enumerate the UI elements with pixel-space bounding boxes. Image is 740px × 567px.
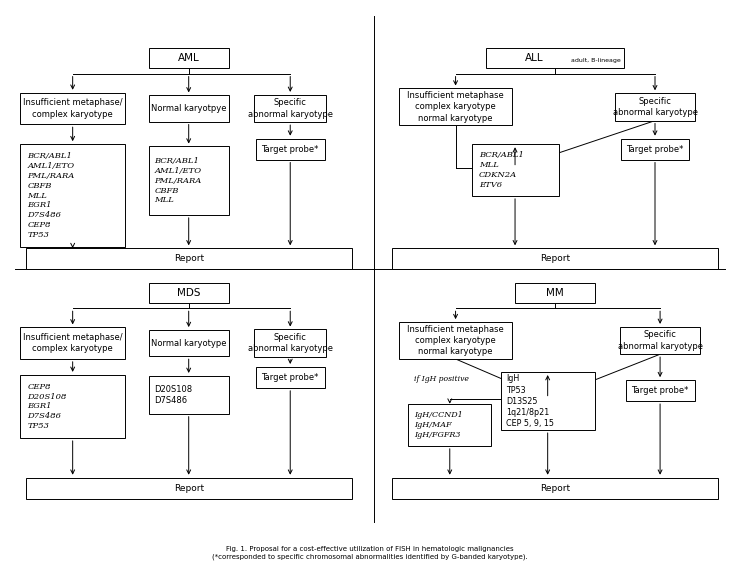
Bar xyxy=(625,380,695,401)
Bar xyxy=(256,367,325,388)
Text: BCR/ABL1
MLL
CDKN2A
ETV6: BCR/ABL1 MLL CDKN2A ETV6 xyxy=(479,151,524,189)
Text: adult, B-lineage: adult, B-lineage xyxy=(571,58,621,63)
Bar xyxy=(149,376,229,414)
Text: Report: Report xyxy=(540,254,570,263)
Bar xyxy=(615,93,695,121)
Text: Specific
abnormal karyotype: Specific abnormal karyotype xyxy=(618,331,702,350)
Text: Target probe*: Target probe* xyxy=(261,373,319,382)
Bar xyxy=(515,283,595,303)
Text: MDS: MDS xyxy=(177,288,201,298)
Text: Normal karyotype: Normal karyotype xyxy=(151,338,226,348)
Text: MM: MM xyxy=(546,288,564,298)
Bar xyxy=(471,145,559,196)
Text: Target probe*: Target probe* xyxy=(631,386,689,395)
Text: Specific
abnormal karyotype: Specific abnormal karyotype xyxy=(248,99,333,119)
Text: Insufficient metaphase
complex karyotype
normal karyotype: Insufficient metaphase complex karyotype… xyxy=(407,91,504,122)
Bar xyxy=(20,327,125,359)
Bar xyxy=(149,48,229,69)
Bar xyxy=(256,138,325,160)
Text: BCR/ABL1
AML1/ETO
PML/RARA
CBFB
MLL
EGR1
D7S486
CEP8
TP53: BCR/ABL1 AML1/ETO PML/RARA CBFB MLL EGR1… xyxy=(27,153,75,239)
Text: BCR/ABL1
AML1/ETO
PML/RARA
CBFB
MLL: BCR/ABL1 AML1/ETO PML/RARA CBFB MLL xyxy=(155,157,202,204)
Bar xyxy=(20,144,125,247)
Text: IgH
TP53
D13S25
1q21/8p21
CEP 5, 9, 15: IgH TP53 D13S25 1q21/8p21 CEP 5, 9, 15 xyxy=(506,374,554,428)
Text: Target probe*: Target probe* xyxy=(261,145,319,154)
Text: Target probe*: Target probe* xyxy=(626,145,684,154)
Text: Specific
abnormal karyotype: Specific abnormal karyotype xyxy=(613,97,698,117)
Bar xyxy=(20,92,125,124)
Text: Report: Report xyxy=(174,484,204,493)
Text: Normal karyotpye: Normal karyotpye xyxy=(151,104,226,113)
Bar xyxy=(408,404,491,446)
Bar xyxy=(149,146,229,215)
Text: Insufficient metaphase/
complex karyotype: Insufficient metaphase/ complex karyotyp… xyxy=(23,99,123,119)
Text: Insufficient metaphase
complex karyotype
normal karyotype: Insufficient metaphase complex karyotype… xyxy=(407,325,504,356)
Bar xyxy=(391,477,718,499)
Bar xyxy=(25,248,352,269)
Bar xyxy=(149,330,229,356)
Bar xyxy=(400,322,512,359)
Bar xyxy=(149,95,229,122)
Text: if IgH positive: if IgH positive xyxy=(414,375,469,383)
Bar xyxy=(621,138,690,160)
Text: D20S108
D7S486: D20S108 D7S486 xyxy=(155,385,192,405)
Bar xyxy=(391,248,718,269)
Bar xyxy=(254,95,326,122)
Text: CEP8
D20S108
EGR1
D7S486
TP53: CEP8 D20S108 EGR1 D7S486 TP53 xyxy=(27,383,67,430)
Text: Report: Report xyxy=(174,254,204,263)
Bar xyxy=(25,477,352,499)
Text: AML: AML xyxy=(178,53,200,64)
Text: Fig. 1. Proposal for a cost-effective utilization of FISH in hematologic maligna: Fig. 1. Proposal for a cost-effective ut… xyxy=(212,546,528,560)
Bar xyxy=(254,329,326,357)
Text: ALL: ALL xyxy=(525,53,544,64)
Bar xyxy=(149,283,229,303)
Bar xyxy=(500,372,595,430)
Text: IgH/CCND1
IgH/MAF
IgH/FGFR3: IgH/CCND1 IgH/MAF IgH/FGFR3 xyxy=(414,411,462,439)
Bar xyxy=(400,88,512,125)
Text: Specific
abnormal karyotype: Specific abnormal karyotype xyxy=(248,333,333,353)
Bar xyxy=(620,327,700,354)
Text: Report: Report xyxy=(540,484,570,493)
Text: Insufficient metaphase/
complex karyotype: Insufficient metaphase/ complex karyotyp… xyxy=(23,333,123,353)
Bar xyxy=(20,375,125,438)
Bar xyxy=(486,48,624,69)
